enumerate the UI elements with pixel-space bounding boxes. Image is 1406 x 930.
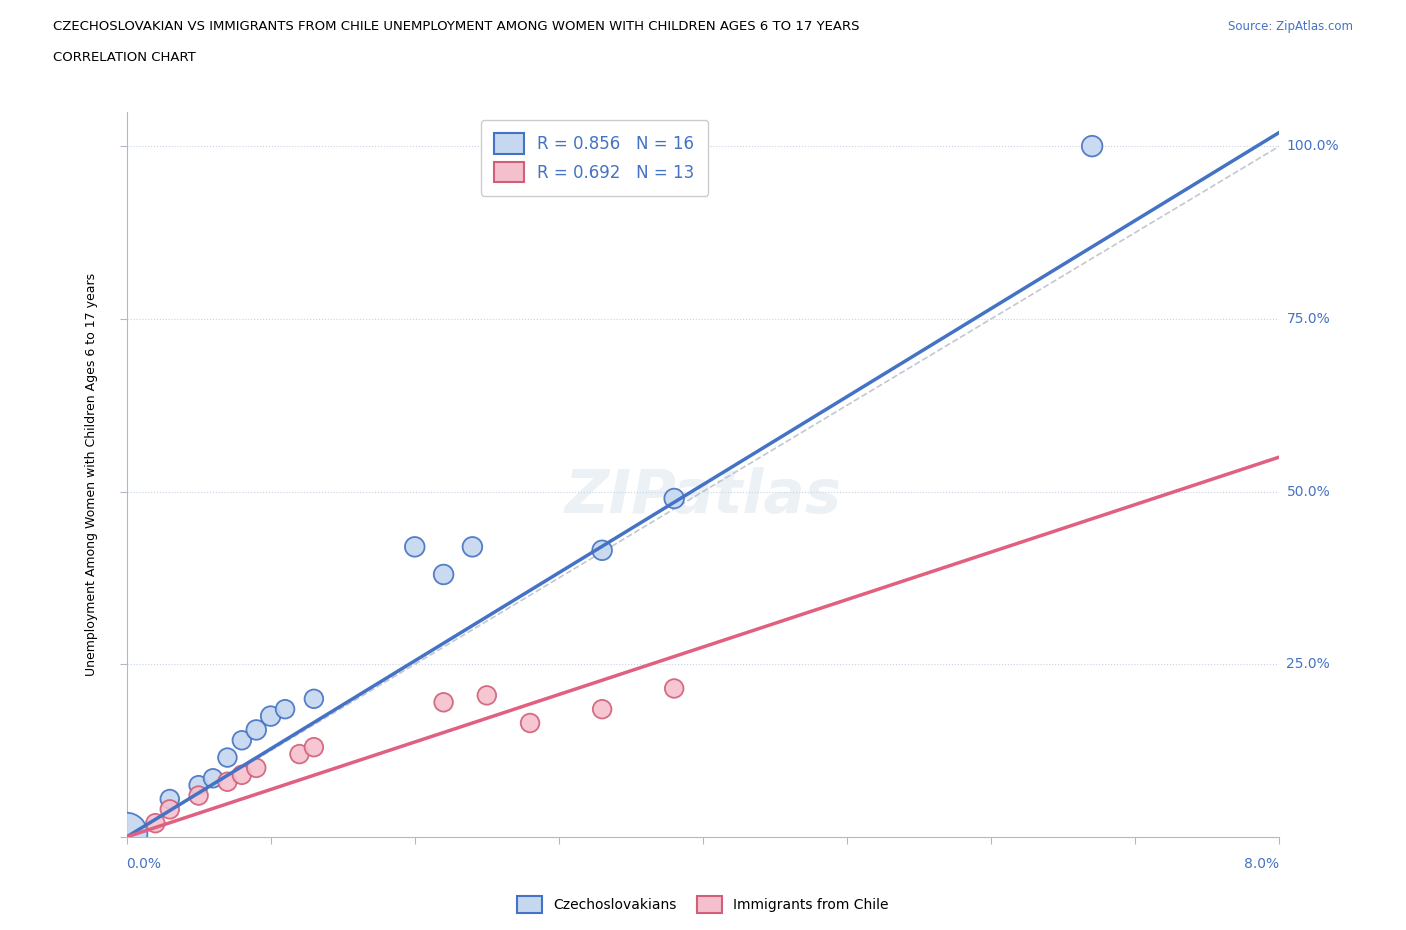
Text: 100.0%: 100.0% [1286,140,1339,153]
Point [115,826,138,841]
Point [274,702,297,717]
Text: 0.0%: 0.0% [127,857,162,871]
Point [245,761,267,776]
Point [231,767,253,782]
Text: 75.0%: 75.0% [1286,312,1330,326]
Point [217,751,239,765]
Point [302,739,325,754]
Text: 8.0%: 8.0% [1244,857,1279,871]
Point [145,816,166,830]
Point [159,791,181,806]
Text: ZIPatlas: ZIPatlas [564,467,842,525]
Text: 25.0%: 25.0% [1286,658,1330,671]
Point [1081,139,1104,153]
Point [202,771,225,786]
Point [591,702,613,717]
Legend: Czechoslovakians, Immigrants from Chile: Czechoslovakians, Immigrants from Chile [512,890,894,919]
Point [231,733,253,748]
Point [475,688,498,703]
Text: 50.0%: 50.0% [1286,485,1330,498]
Point [433,695,456,710]
Point [519,715,541,730]
Point [664,681,686,696]
Point [217,775,239,790]
Point [159,802,181,817]
Point [461,539,484,554]
Text: Source: ZipAtlas.com: Source: ZipAtlas.com [1227,20,1353,33]
Legend: R = 0.856   N = 16, R = 0.692   N = 13: R = 0.856 N = 16, R = 0.692 N = 13 [481,120,709,195]
Point [187,788,209,803]
Point [591,543,613,558]
Point [245,723,267,737]
Y-axis label: Unemployment Among Women with Children Ages 6 to 17 years: Unemployment Among Women with Children A… [86,272,98,676]
Point [302,691,325,706]
Point [664,491,686,506]
Point [259,709,281,724]
Point [288,747,311,762]
Point [187,777,209,792]
Text: CORRELATION CHART: CORRELATION CHART [53,51,197,64]
Point [404,539,426,554]
Point [433,567,456,582]
Text: CZECHOSLOVAKIAN VS IMMIGRANTS FROM CHILE UNEMPLOYMENT AMONG WOMEN WITH CHILDREN : CZECHOSLOVAKIAN VS IMMIGRANTS FROM CHILE… [53,20,860,33]
